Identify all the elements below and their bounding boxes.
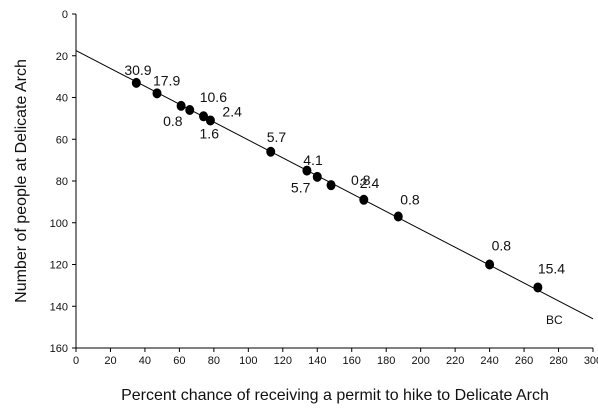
data-point xyxy=(176,100,186,111)
data-label: 2.4 xyxy=(360,175,380,191)
x-tick-label: 160 xyxy=(343,355,361,367)
bc-annotation: BC xyxy=(546,313,563,327)
x-tick-label: 80 xyxy=(208,355,220,367)
data-point xyxy=(185,105,195,116)
data-label: 15.4 xyxy=(538,260,565,276)
y-tick-label: 60 xyxy=(56,134,68,146)
x-tick-label: 140 xyxy=(308,355,326,367)
y-tick-label: 80 xyxy=(56,176,68,188)
y-tick-label: 0 xyxy=(62,9,68,21)
data-point xyxy=(393,211,403,222)
x-tick-label: 180 xyxy=(377,355,395,367)
data-point xyxy=(485,259,495,270)
data-point xyxy=(131,77,141,88)
data-point xyxy=(199,111,209,122)
x-tick-label: 100 xyxy=(239,355,257,367)
data-point xyxy=(312,171,322,182)
data-point xyxy=(266,146,276,157)
y-tick-label: 140 xyxy=(50,301,68,313)
x-tick-label: 40 xyxy=(139,355,151,367)
x-tick-label: 200 xyxy=(411,355,429,367)
data-point xyxy=(533,282,543,293)
x-tick-label: 0 xyxy=(73,355,79,367)
data-label: 0.8 xyxy=(163,113,183,129)
data-label: 10.6 xyxy=(200,89,227,105)
y-axis-title: Number of people at Delicate Arch xyxy=(13,59,30,303)
data-label: 0.8 xyxy=(492,238,512,254)
x-tick-label: 260 xyxy=(515,355,533,367)
x-tick-label: 300 xyxy=(584,355,598,367)
data-label: 5.7 xyxy=(267,129,287,145)
x-axis-title: Percent chance of receiving a permit to … xyxy=(121,387,549,404)
data-label: 0.8 xyxy=(351,172,371,188)
data-labels: 30.917.90.810.61.62.45.75.74.10.82.40.80… xyxy=(124,62,565,277)
y-tick-label: 40 xyxy=(56,93,68,105)
data-point xyxy=(326,180,336,191)
x-tick-label: 60 xyxy=(173,355,185,367)
y-tick-label: 160 xyxy=(50,343,68,355)
x-tick-label: 120 xyxy=(274,355,292,367)
data-point xyxy=(302,165,312,176)
x-tick-label: 220 xyxy=(446,355,464,367)
data-label: 2.4 xyxy=(222,103,242,119)
x-tick-label: 280 xyxy=(549,355,567,367)
data-label: 1.6 xyxy=(200,125,220,141)
data-label: 30.9 xyxy=(124,62,151,78)
data-point xyxy=(152,88,162,99)
data-points xyxy=(131,77,543,293)
data-label: 17.9 xyxy=(153,72,180,88)
data-point xyxy=(205,115,215,126)
data-label: 0.8 xyxy=(400,191,420,207)
x-tick-label: 240 xyxy=(480,355,498,367)
axes: 0 20 40 60 80 100 120 140 160 180 200 220 240 260 280 3… xyxy=(50,9,598,367)
x-tick-label: 20 xyxy=(104,355,116,367)
data-label: 4.1 xyxy=(303,152,323,168)
data-point xyxy=(359,194,369,205)
data-label: 5.7 xyxy=(291,180,311,196)
y-tick-label: 120 xyxy=(50,260,68,272)
y-tick-label: 100 xyxy=(50,218,68,230)
y-tick-label: 20 xyxy=(56,51,68,63)
